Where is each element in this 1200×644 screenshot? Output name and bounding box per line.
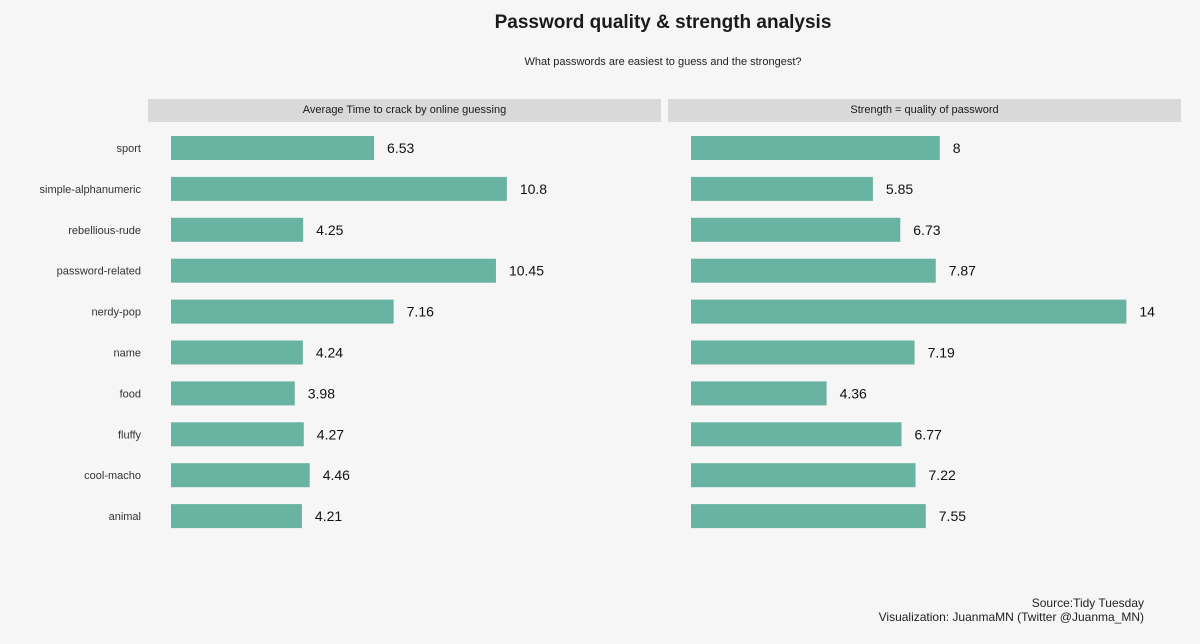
bar	[171, 217, 304, 242]
bar	[171, 299, 394, 324]
caption: Source:Tidy Tuesday Visualization: Juanm…	[879, 596, 1144, 624]
data-label: 4.27	[317, 426, 344, 442]
chart-title: Password quality & strength analysis	[494, 12, 832, 33]
bar	[171, 422, 304, 447]
data-label: 10.8	[520, 181, 547, 197]
data-label: 7.87	[949, 263, 976, 279]
bar	[691, 299, 1127, 324]
y-tick-label: food	[120, 388, 141, 400]
bar	[171, 176, 507, 201]
data-label: 6.53	[387, 140, 414, 156]
data-label: 8	[953, 140, 961, 156]
data-label: 4.25	[316, 222, 343, 238]
data-label: 7.19	[928, 345, 955, 361]
bar	[691, 176, 873, 201]
data-label: 4.21	[315, 508, 342, 524]
y-tick-label: password-related	[57, 266, 141, 278]
bar	[691, 258, 936, 283]
data-label: 10.45	[509, 263, 544, 279]
y-tick-label: rebellious-rude	[68, 225, 141, 237]
caption-source: Source:Tidy Tuesday	[1031, 596, 1144, 610]
y-tick-label: nerdy-pop	[91, 307, 141, 319]
y-tick-label: cool-macho	[84, 470, 141, 482]
data-label: 4.24	[316, 345, 343, 361]
y-tick-label: simple-alphanumeric	[40, 184, 142, 196]
data-label: 7.22	[929, 467, 956, 483]
bar	[171, 340, 303, 365]
caption-visualization: Visualization: JuanmaMN (Twitter @Juanma…	[878, 610, 1144, 624]
data-label: 4.46	[323, 467, 350, 483]
data-label: 7.16	[407, 304, 434, 320]
data-label: 7.55	[939, 508, 966, 524]
y-tick-label: sport	[117, 143, 141, 155]
bar	[691, 504, 926, 529]
panel-strip-strength: Strength = quality of password	[668, 99, 1181, 122]
data-label: 6.73	[913, 222, 940, 238]
panel-strip-time-to-crack: Average Time to crack by online guessing	[148, 99, 661, 122]
bar	[171, 463, 310, 488]
data-label: 6.77	[915, 426, 942, 442]
bar	[691, 217, 901, 242]
bar	[691, 340, 915, 365]
bar	[691, 136, 940, 160]
bar	[691, 463, 916, 488]
bar	[171, 381, 295, 406]
bar	[171, 504, 302, 529]
y-tick-label: fluffy	[118, 429, 142, 441]
data-label: 4.36	[840, 385, 867, 401]
chart-subtitle: What passwords are easiest to guess and …	[524, 56, 802, 68]
data-label: 14	[1139, 304, 1155, 320]
bar	[691, 422, 902, 447]
data-label: 3.98	[308, 385, 335, 401]
bar	[691, 381, 827, 406]
bar	[171, 136, 375, 160]
bar	[171, 258, 496, 283]
y-tick-label: animal	[109, 511, 141, 523]
y-tick-label: name	[113, 348, 141, 360]
data-label: 5.85	[886, 181, 913, 197]
